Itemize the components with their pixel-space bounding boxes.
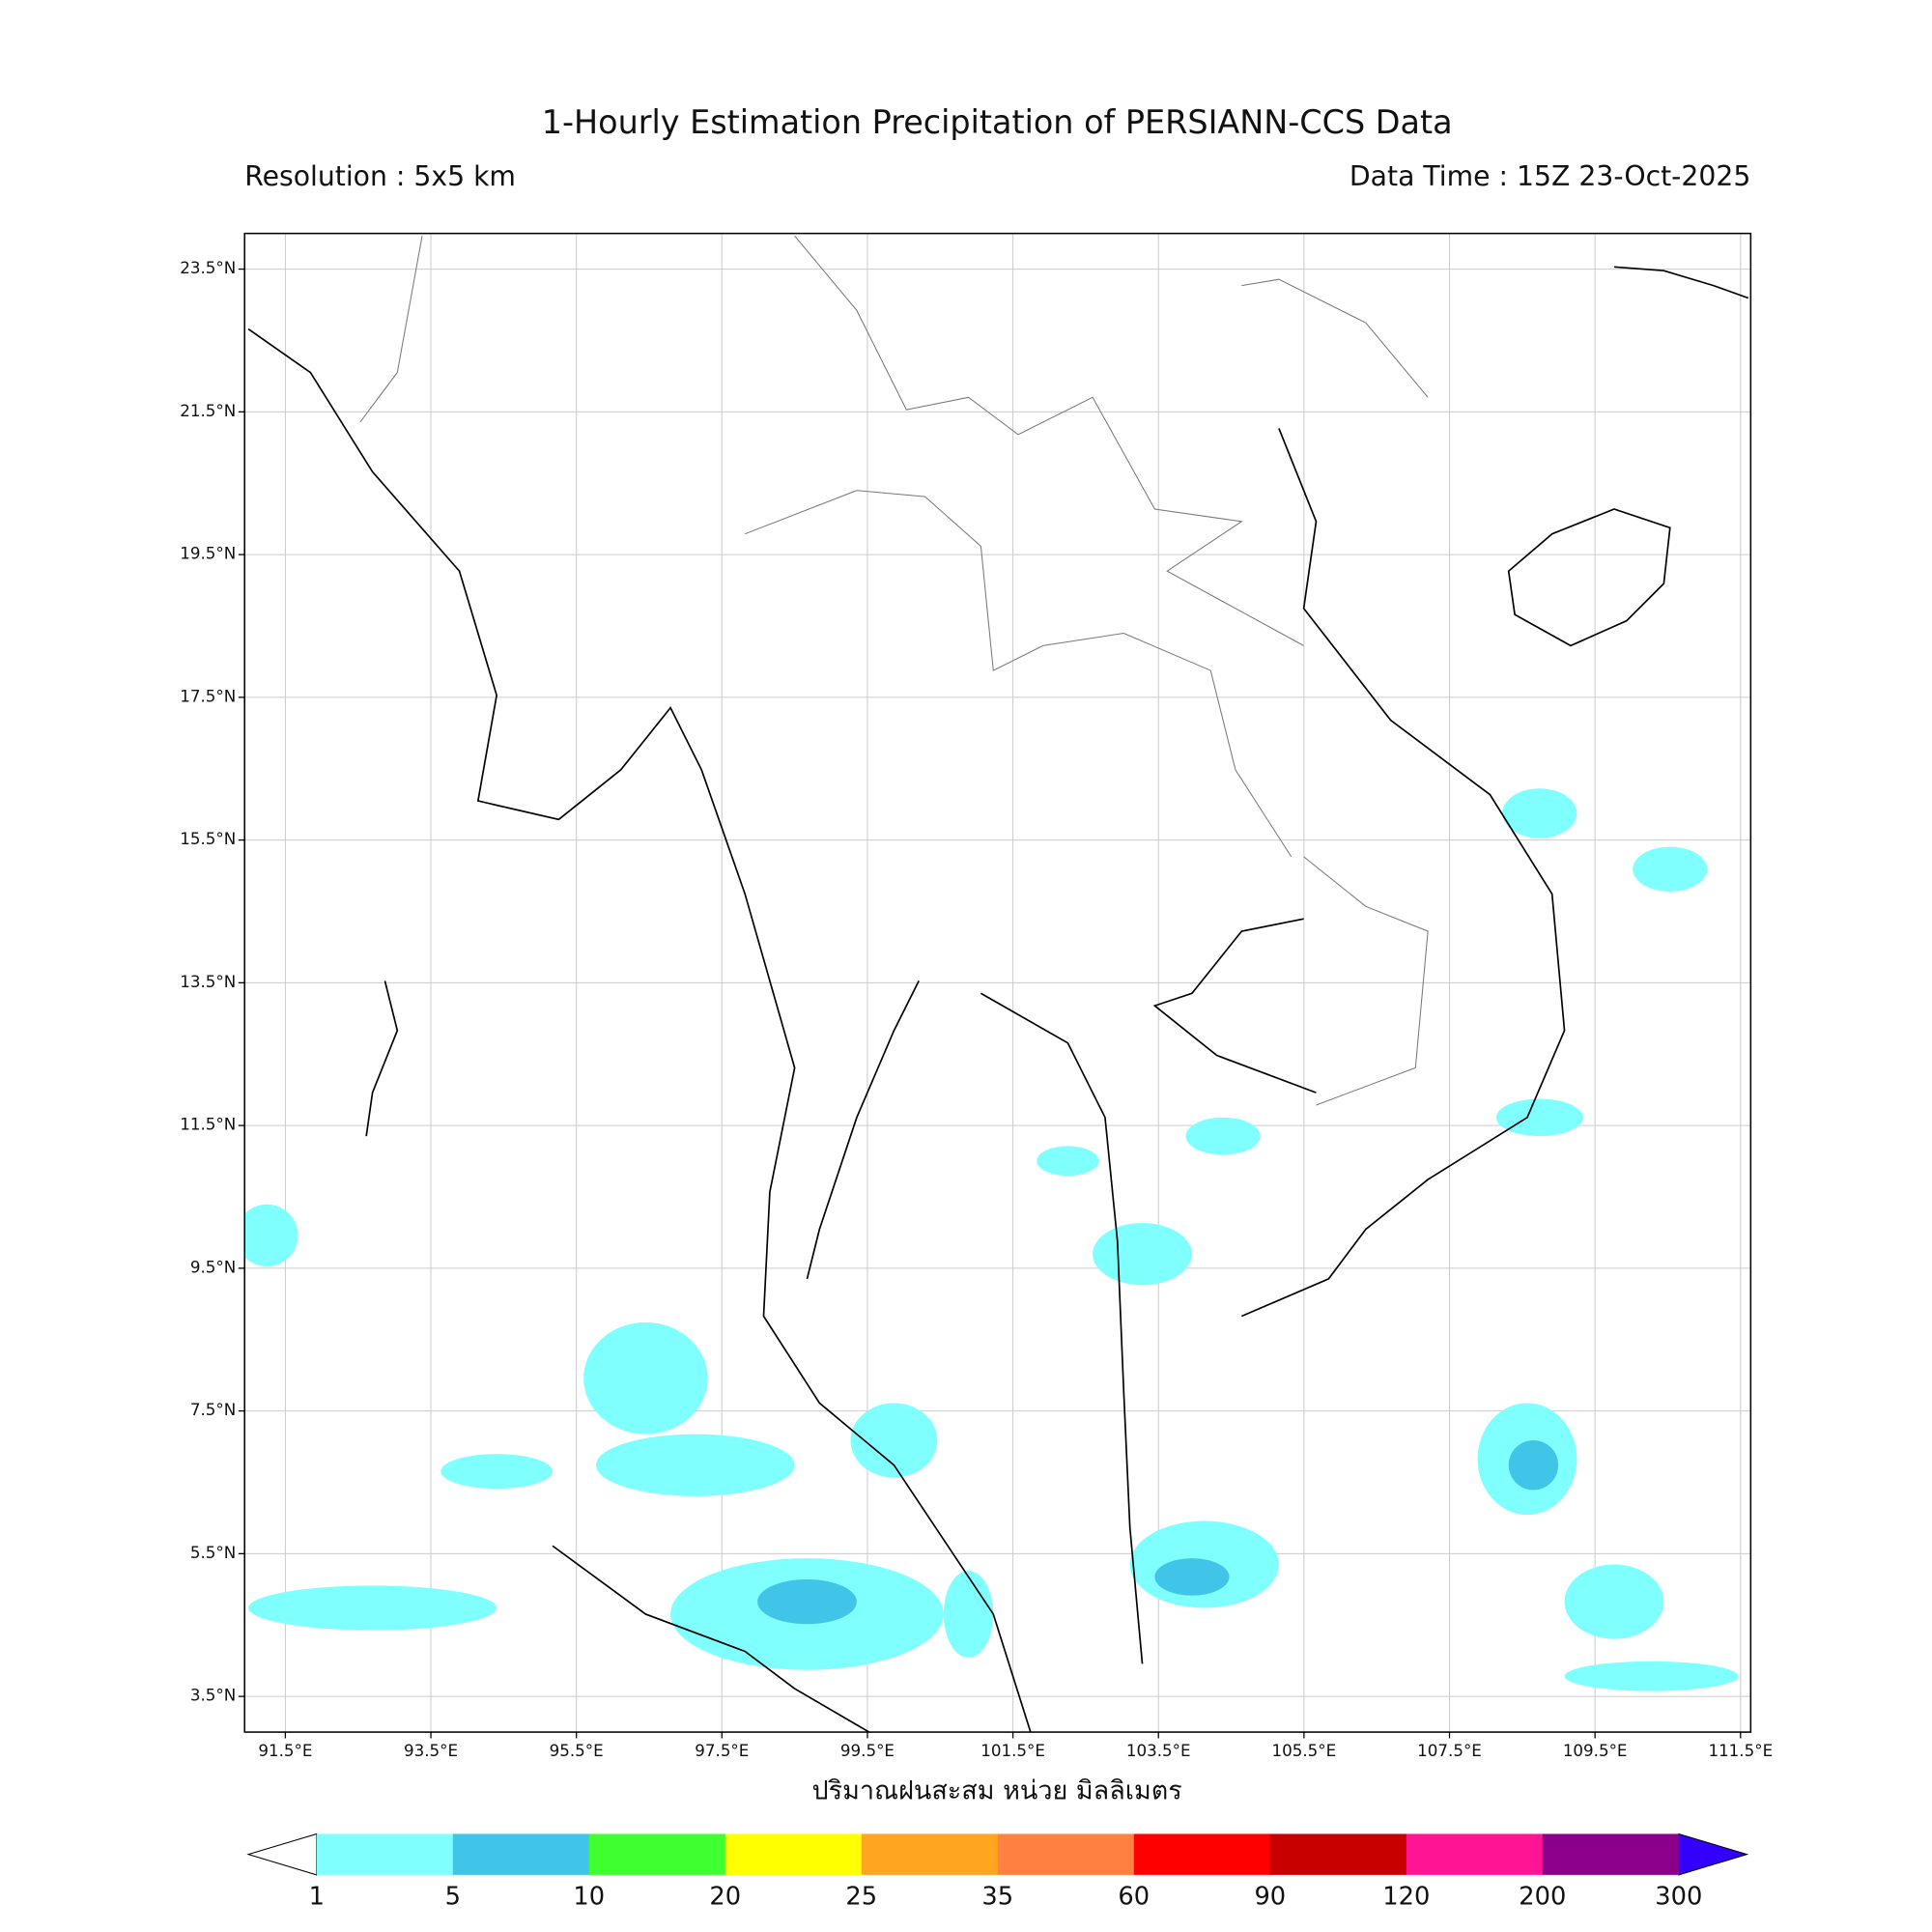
- rain-area: [757, 1578, 857, 1625]
- rain-area: [1185, 1117, 1261, 1155]
- lat-tick-label: 15.5°N: [180, 829, 236, 848]
- colorbar-under: [246, 1833, 318, 1876]
- colorbar-segment: [316, 1833, 454, 1875]
- lon-tick-label: 111.5°E: [1708, 1741, 1773, 1760]
- rain-area: [583, 1321, 708, 1435]
- lon-tick-label: 99.5°E: [840, 1741, 895, 1760]
- colorbar-tick-label: 200: [1519, 1883, 1566, 1912]
- lat-tick-label: 3.5°N: [190, 1686, 236, 1705]
- lat-tick-label: 11.5°N: [180, 1115, 236, 1134]
- coastline: [247, 327, 1032, 1733]
- lon-tick-label: 95.5°E: [550, 1741, 604, 1760]
- grid: [244, 233, 1751, 1733]
- colorbar: 1 5 10 20 25 35 60 90 120 200 300: [246, 1833, 1749, 1912]
- colorbar-segment: [1406, 1833, 1544, 1875]
- map-layer: [244, 235, 1749, 1733]
- rain-area: [943, 1570, 994, 1658]
- country-border: [359, 235, 1429, 1106]
- colorbar-segment: [1269, 1833, 1407, 1875]
- colorbar-tick-label: 25: [845, 1883, 877, 1912]
- colorbar-tick-label: 5: [445, 1883, 461, 1912]
- colorbar-segment: [724, 1833, 863, 1875]
- colorbar-tick-label: 300: [1655, 1883, 1702, 1912]
- rain-area: [1564, 1564, 1664, 1639]
- rain-area: [440, 1454, 553, 1490]
- colorbar-tick-label: 90: [1254, 1883, 1286, 1912]
- colorbar-segment: [1542, 1833, 1680, 1875]
- lat-tick-label: 19.5°N: [180, 544, 236, 563]
- colorbar-tick-label: 120: [1382, 1883, 1430, 1912]
- rain-area: [1564, 1661, 1739, 1691]
- rain-area: [1495, 1098, 1583, 1137]
- rain-area: [1502, 788, 1577, 838]
- rain-area: [595, 1434, 795, 1496]
- colorbar-tick-label: 35: [981, 1883, 1013, 1912]
- colorbar-tick-label: 60: [1118, 1883, 1150, 1912]
- resolution: Resolution : 5x5 km: [244, 160, 516, 192]
- colorbar-tick-label: 10: [573, 1883, 605, 1912]
- rain-area: [850, 1403, 938, 1478]
- title: 1-Hourly Estimation Precipitation of PER…: [542, 103, 1453, 141]
- lon-tick-label: 107.5°E: [1417, 1741, 1482, 1760]
- lon-tick-label: 91.5°E: [258, 1741, 312, 1760]
- rain-area: [1093, 1223, 1192, 1286]
- colorbar-segment: [1133, 1833, 1271, 1875]
- lat-tick-label: 21.5°N: [180, 401, 236, 420]
- lat-tick-label: 5.5°N: [190, 1543, 236, 1562]
- rain-areas: [244, 788, 1739, 1691]
- coastline: [365, 266, 1749, 1733]
- lon-tick-label: 103.5°E: [1126, 1741, 1191, 1760]
- lon-tick-label: 101.5°E: [980, 1741, 1045, 1760]
- lat-tick-label: 23.5°N: [180, 258, 236, 277]
- rain-area: [1633, 846, 1708, 892]
- rain-area: [1037, 1146, 1099, 1177]
- lat-tick-label: 17.5°N: [180, 686, 236, 705]
- lat-tick-label: 9.5°N: [190, 1257, 236, 1276]
- lat-tick-label: 13.5°N: [180, 972, 236, 991]
- colorbar-segment: [588, 1833, 726, 1875]
- colorbar-segment: [997, 1833, 1135, 1875]
- colorbar-over: [1678, 1833, 1749, 1876]
- colorbar-segment: [452, 1833, 590, 1875]
- colorbar-label: ปริมาณฝนสะสม หน่วย มิลลิเมตร: [811, 1776, 1181, 1805]
- lon-tick-label: 93.5°E: [404, 1741, 458, 1760]
- rain-area: [244, 1204, 298, 1267]
- colorbar-tick-label: 20: [709, 1883, 741, 1912]
- lon-tick-label: 97.5°E: [695, 1741, 749, 1760]
- rain-area: [1508, 1440, 1559, 1491]
- colorbar-segment: [861, 1833, 999, 1875]
- lon-tick-label: 105.5°E: [1272, 1741, 1337, 1760]
- lat-tick-label: 7.5°N: [190, 1400, 236, 1419]
- rain-area: [1154, 1558, 1230, 1596]
- rain-area: [248, 1585, 497, 1631]
- colorbar-tick-label: 1: [309, 1883, 325, 1912]
- coastline: [806, 428, 1566, 1664]
- data-time: Data Time : 15Z 23-Oct-2025: [1350, 160, 1750, 192]
- lon-tick-label: 109.5°E: [1563, 1741, 1628, 1760]
